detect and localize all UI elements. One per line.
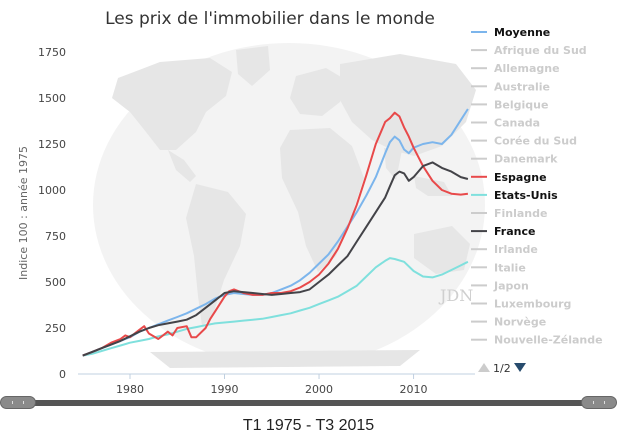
legend-label: Japon [493,279,529,292]
x-tick-label: 1990 [211,383,239,393]
y-tick-label: 1750 [38,46,66,59]
legend-next-icon[interactable] [514,363,526,372]
y-tick-label: 1500 [38,92,66,105]
series-line-france[interactable] [82,161,469,357]
y-tick-label: 1250 [38,138,66,151]
legend-pager: 1/2 [478,362,526,375]
legend-item[interactable]: Afrique du Sud [471,44,587,57]
legend-label: Afrique du Sud [494,44,587,57]
legend-item[interactable]: Finlande [471,207,547,220]
legend-item[interactable]: Japon [471,279,529,292]
scrollbar-left-handle[interactable] [0,396,36,409]
x-tick-label: 2010 [400,383,428,393]
legend-item[interactable]: Norvège [471,316,546,329]
chart-title: Les prix de l'immobilier dans le monde [105,9,435,29]
grip-icon [12,401,24,404]
legend-label: Belgique [494,98,548,111]
legend-item[interactable]: Nouvelle-Zélande [471,334,603,347]
legend-item[interactable]: Italie [471,261,526,274]
legend: Moyenne Afrique du Sud Allemagne Australie B… [471,26,603,347]
legend-label: Italie [494,261,526,274]
legend-label: Irlande [494,243,538,256]
chart-caption: T1 1975 - T3 2015 [242,417,375,434]
legend-label: Corée du Sud [494,135,577,148]
scrollbar-right-handle[interactable] [581,396,617,409]
chart: JDN Les prix de l'immobilier dans le mon… [17,9,603,393]
x-axis-ticks: 1980 1990 2000 2010 [116,374,428,393]
legend-item[interactable]: Australie [471,80,550,93]
x-tick-label: 2000 [305,383,333,393]
y-tick-label: 750 [45,230,66,243]
legend-label: Allemagne [494,62,560,75]
watermark: JDN [438,286,473,305]
y-axis-title: Indice 100 : année 1975 [17,146,30,280]
scrollbar-track[interactable] [18,400,599,406]
legend-item[interactable]: Etats-Unis [471,189,558,202]
legend-label: Australie [494,80,550,93]
legend-item[interactable]: Danemark [471,153,558,166]
legend-item[interactable]: France [471,225,535,238]
legend-item[interactable]: Luxembourg [471,298,571,311]
legend-item[interactable]: Belgique [471,98,548,111]
legend-item[interactable]: Moyenne [471,26,550,39]
legend-label: Norvège [494,316,546,329]
legend-label: Finlande [494,207,547,220]
y-tick-label: 500 [45,276,66,289]
y-tick-label: 0 [59,368,66,381]
legend-item[interactable]: Allemagne [471,62,560,75]
legend-item[interactable]: Espagne [471,171,547,184]
legend-label: Nouvelle-Zélande [494,334,603,347]
legend-item[interactable]: Irlande [471,243,538,256]
series-lines [82,108,469,357]
legend-label: Danemark [494,153,558,166]
legend-item[interactable]: Corée du Sud [471,135,577,148]
navigator-scrollbar[interactable] [0,393,617,413]
y-tick-label: 250 [45,322,66,335]
y-tick-label: 1000 [38,184,66,197]
grip-icon [593,401,605,404]
world-map-background: JDN [93,43,485,368]
x-tick-label: 1980 [116,383,144,393]
legend-label: Espagne [494,171,547,184]
y-axis-ticks: 0 250 500 750 1000 1250 1500 1750 [38,46,66,381]
legend-label: Luxembourg [494,298,571,311]
legend-page-indicator: 1/2 [493,362,511,375]
legend-prev-icon[interactable] [478,363,490,372]
series-line-etats-unis[interactable] [82,257,469,357]
legend-label: France [494,225,535,238]
legend-label: Etats-Unis [494,189,558,202]
legend-label: Canada [494,117,540,130]
legend-item[interactable]: Canada [471,117,540,130]
legend-label: Moyenne [494,26,550,39]
